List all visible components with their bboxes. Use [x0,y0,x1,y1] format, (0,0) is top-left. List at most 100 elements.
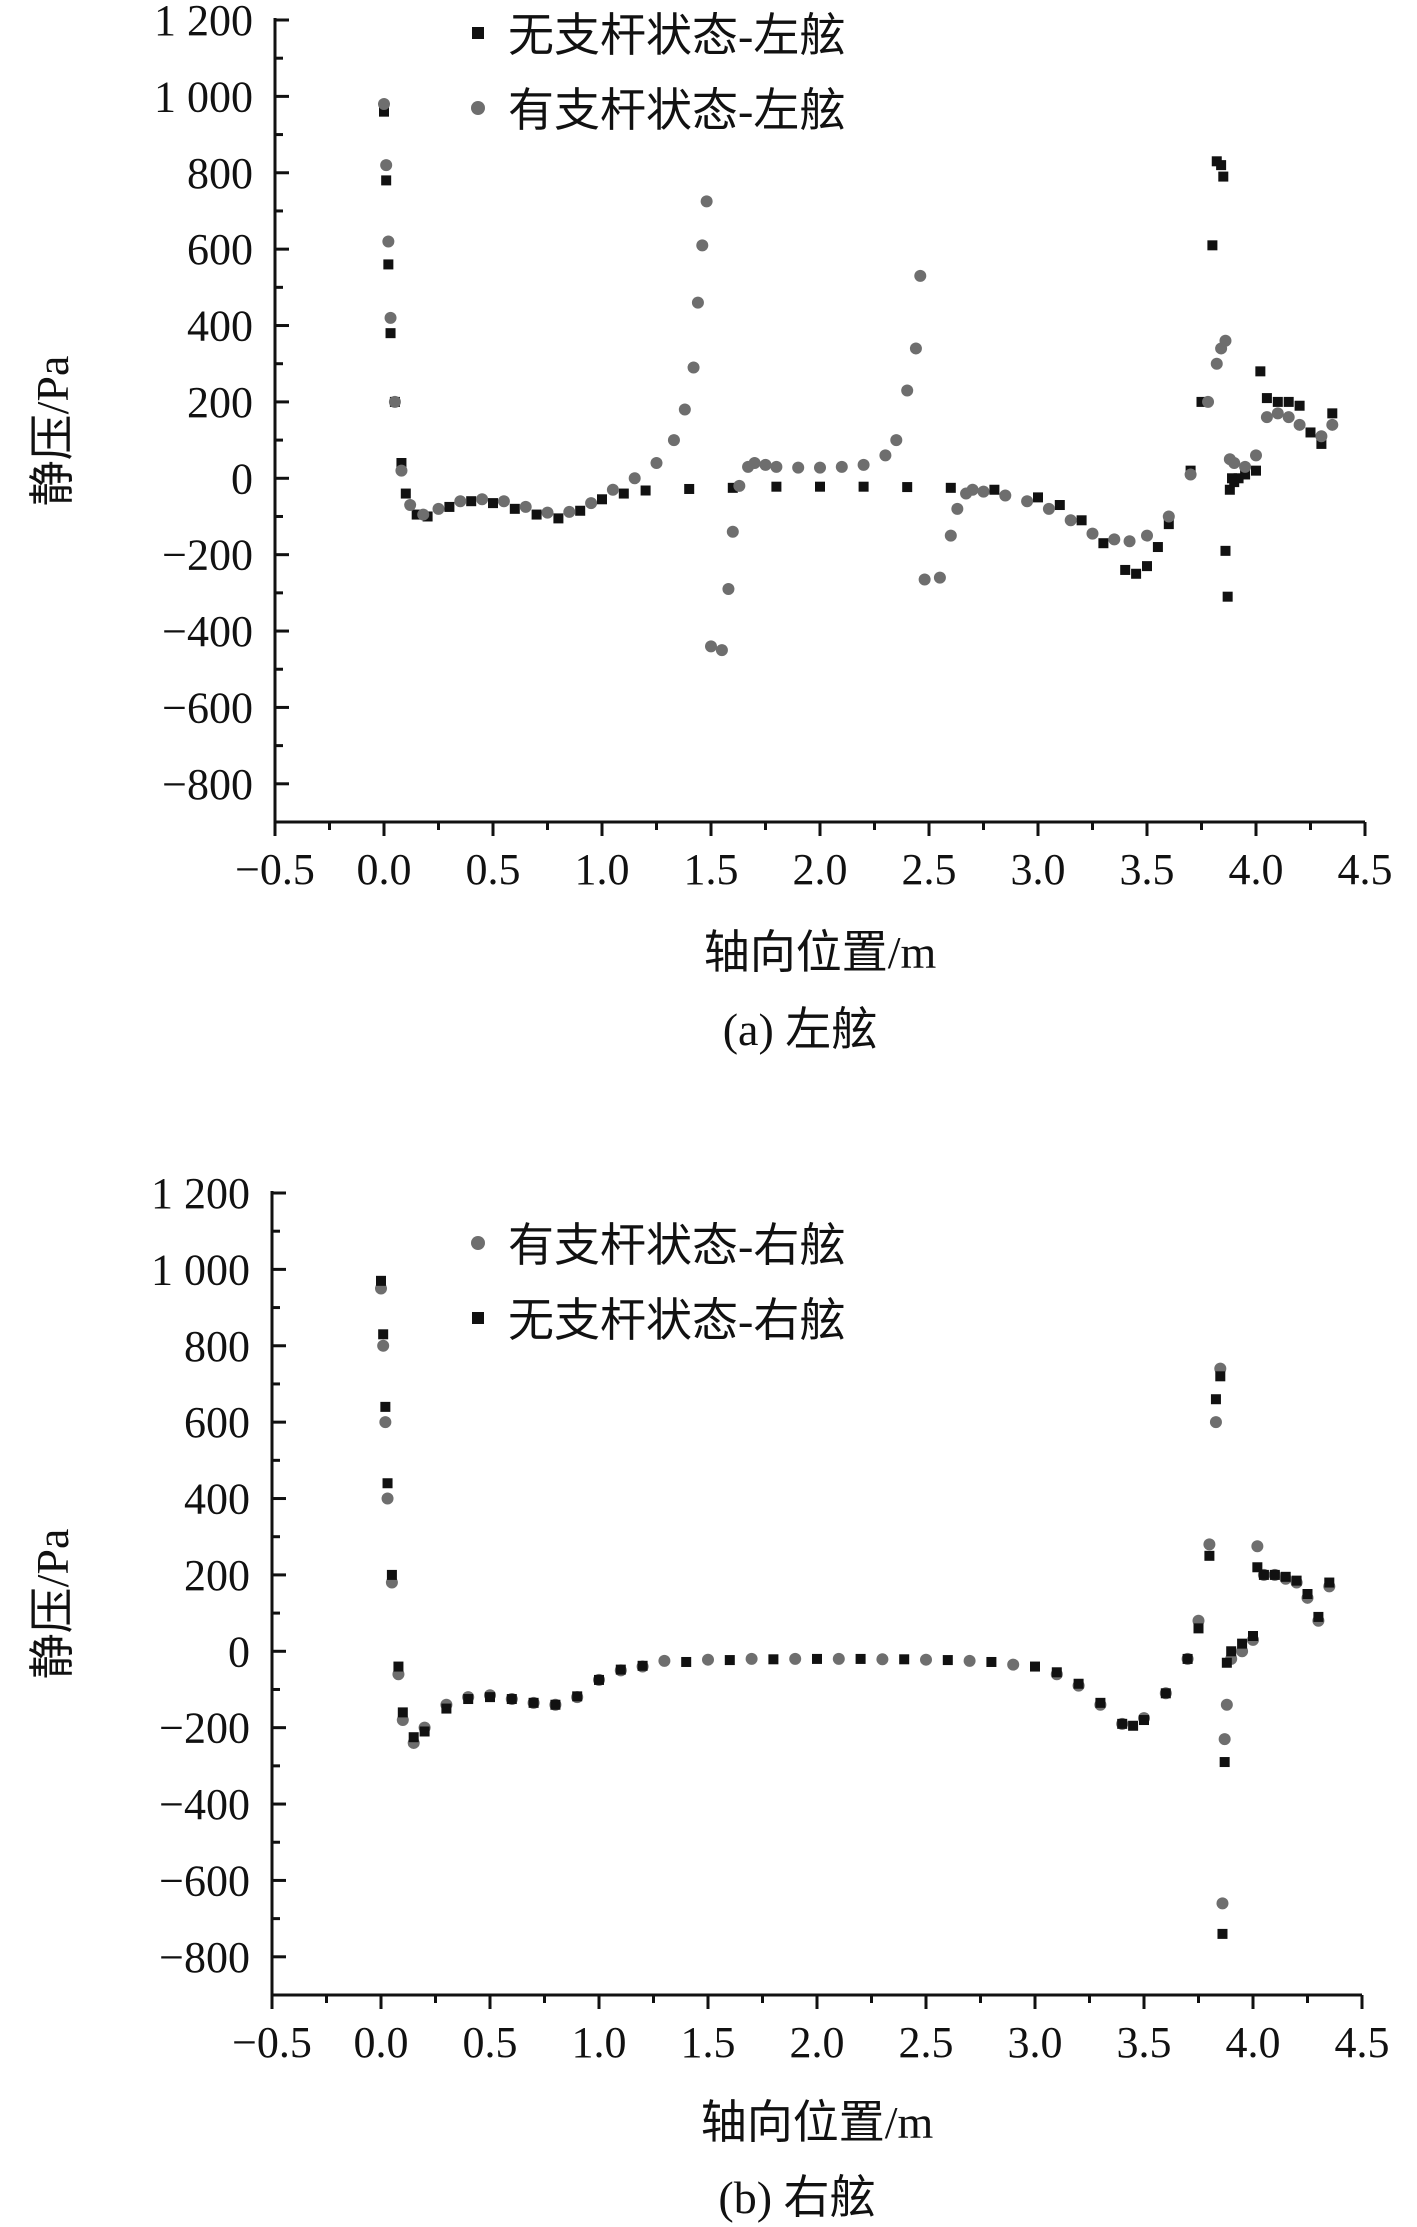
legend-label: 无支杆状态-左舷 [508,10,845,61]
data-point [606,483,619,496]
data-point [1258,1569,1269,1580]
data-point [1218,1733,1231,1746]
data-point [1327,408,1338,419]
y-tick-label: −800 [159,1933,250,1982]
data-point [1042,502,1055,515]
data-point [1251,465,1261,476]
data-point [678,403,691,416]
data-point [1196,396,1207,407]
data-point [1239,460,1252,473]
data-point [381,175,392,186]
data-point [1131,568,1142,579]
panel-caption: (b) 右舷 [718,2172,875,2223]
y-tick-label: 600 [184,1398,250,1447]
data-point [1215,1371,1226,1382]
y-tick-label: 600 [187,225,253,274]
series-no-strut [379,106,1338,602]
x-tick-label: 4.5 [1335,2018,1390,2067]
data-point [1316,438,1327,449]
x-tick-label: −0.5 [235,845,315,894]
data-point [876,1653,889,1666]
data-point [977,485,990,498]
data-point [858,481,869,492]
y-tick-label: 800 [184,1322,250,1371]
data-point [1291,1575,1302,1586]
data-point [1313,1611,1324,1622]
data-point [1251,1540,1264,1553]
x-tick-label: 2.0 [793,845,848,894]
data-point [1142,561,1152,572]
data-point [681,1656,692,1667]
data-point [509,503,520,514]
legend-item: 无支杆状态-左舷 [472,10,845,61]
data-point [832,1652,845,1665]
x-tick-label: 1.5 [681,2018,736,2067]
data-point [628,472,641,485]
data-point [466,496,477,507]
data-point [691,296,704,309]
x-tick-label: 2.5 [899,2018,954,2067]
data-point [902,482,913,493]
data-point [942,1655,953,1666]
data-point [385,328,396,339]
data-point [1160,1688,1171,1699]
data-point [1108,533,1121,546]
legend-marker-square [472,1312,484,1324]
x-tick-label: 3.5 [1117,2018,1172,2067]
data-point [400,488,411,499]
data-point [966,483,979,496]
data-point [727,482,738,493]
data-point [1216,160,1227,171]
data-point [615,1664,626,1675]
x-tick-label: 2.0 [790,2018,845,2067]
data-point [404,499,417,512]
y-tick-label: 1 200 [151,1169,250,1218]
data-point [1007,1658,1020,1671]
data-point [541,506,554,519]
data-point [1210,1394,1221,1405]
data-point [705,640,717,653]
data-point [497,495,510,508]
data-point [1163,519,1174,530]
data-point [745,1652,758,1665]
y-tick-label: 200 [187,378,253,427]
y-tick-label: 1 000 [154,72,253,121]
y-tick-label: −600 [159,1856,250,1905]
data-point [933,571,946,584]
data-point [989,484,1000,495]
data-point [1233,473,1244,484]
data-point [914,269,927,282]
data-point [857,458,870,471]
data-point [397,1707,408,1718]
data-point [376,1275,386,1286]
panel-caption: (a) 左舷 [723,1004,878,1055]
data-point [650,457,663,470]
data-point [768,1654,779,1665]
data-point [640,485,651,496]
data-point [918,573,931,586]
y-axis-title: 静压/Pa [27,1529,78,1680]
y-tick-label: −200 [162,531,253,580]
y-tick-label: 400 [187,302,253,351]
data-point [1123,535,1136,548]
data-point [380,159,393,172]
y-tick-label: 0 [228,1627,250,1676]
legend-label: 有支杆状态-右舷 [508,1220,845,1271]
data-point [920,1653,932,1666]
data-point [879,449,892,462]
data-point [951,502,964,515]
x-tick-label: 1.0 [575,845,630,894]
data-point [1204,1550,1215,1561]
x-tick-label: 0.0 [354,2018,409,2067]
data-point [383,259,394,270]
y-tick-label: −200 [159,1704,250,1753]
data-point [1210,357,1223,370]
data-point [519,500,532,513]
data-point [381,1492,394,1505]
y-tick-label: −600 [162,683,253,732]
data-point [789,1652,802,1665]
data-point [1076,515,1087,526]
data-point [715,644,728,657]
data-point [1141,529,1153,542]
data-point [1218,171,1229,182]
